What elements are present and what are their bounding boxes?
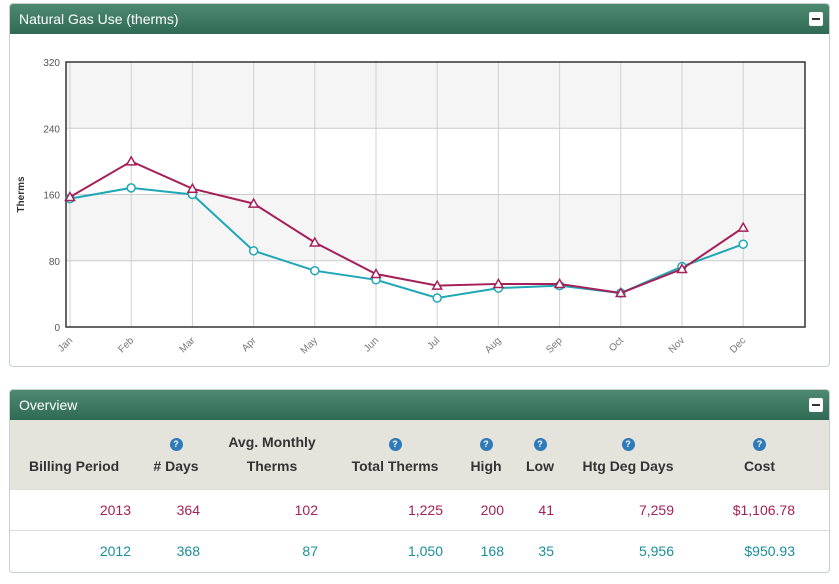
cell-avg: 102	[294, 501, 318, 518]
x-tick-label: Apr	[240, 335, 259, 354]
header-cost: ? Cost	[743, 438, 776, 475]
x-tick-label: Nov	[667, 335, 687, 355]
days-help-icon[interactable]: ?	[169, 438, 183, 452]
overview-header-row: Billing Period ? # Days Avg. Monthly The…	[10, 420, 829, 489]
header-htg-deg-days: ? Htg Deg Days	[582, 438, 674, 475]
x-tick-label: Jan	[56, 335, 75, 354]
data-point-2013	[615, 287, 627, 298]
header-high: ? High	[470, 438, 502, 475]
x-tick-label: Mar	[178, 335, 198, 355]
data-point-2013	[125, 155, 137, 166]
header-billing-period: Billing Period	[29, 457, 120, 474]
cell-period: 2012	[99, 542, 131, 559]
gas-use-line-chart: 0 80 160 240 320 Jan Feb Mar Apr May Jun Jul Aug Sep O…	[16, 58, 806, 356]
x-tick-label: Jul	[425, 335, 442, 352]
data-point-2013	[370, 267, 382, 279]
chart-panel-title: Natural Gas Use (therms)	[19, 11, 179, 27]
cell-days: 364	[176, 501, 200, 518]
x-tick-label: Aug	[483, 335, 503, 355]
cell-cost: $1,106.78	[732, 501, 795, 518]
data-point-2013	[737, 221, 749, 232]
y-tick-label: 0	[54, 323, 60, 334]
plot-band	[66, 128, 805, 195]
data-point-2012	[310, 265, 320, 276]
cell-total: 1,050	[407, 542, 443, 559]
plot-band	[66, 194, 805, 261]
header-avg-monthly-therms: Avg. Monthly Therms	[228, 434, 316, 475]
cell-days: 368	[176, 542, 200, 559]
x-tick-label: Dec	[728, 335, 748, 355]
data-point-2013	[186, 182, 199, 193]
overview-panel: Overview Billing Period ? # Days Avg. Mo…	[9, 389, 830, 573]
x-tick-label: Sep	[544, 335, 565, 356]
data-point-2013	[492, 277, 505, 289]
cell-hdd: 7,259	[638, 501, 674, 518]
data-point-2012	[738, 239, 748, 249]
cell-avg: 87	[302, 542, 318, 559]
data-point-2012	[432, 293, 442, 303]
data-point-2013	[431, 279, 443, 290]
natural-gas-chart-panel: Natural Gas Use (therms) 0 80 160 240 320 Jan…	[9, 3, 830, 367]
plot-band	[66, 62, 805, 129]
data-point-2013	[64, 190, 76, 202]
header-days: ? # Days	[153, 438, 199, 475]
cell-high: 168	[480, 542, 504, 559]
data-point-2013	[553, 277, 566, 289]
series-line-2013	[69, 160, 744, 295]
cell-low: 41	[538, 501, 554, 518]
data-point-2012	[126, 183, 136, 193]
high-help-icon[interactable]: ?	[479, 438, 493, 452]
header-low: ? Low	[526, 438, 554, 475]
cell-low: 35	[538, 542, 554, 559]
data-point-2013	[676, 263, 688, 274]
total-therms-help-icon[interactable]: ?	[388, 438, 402, 452]
table-row: 2013 364 102 1,225 200 41 7,259 $1,106.7…	[10, 489, 829, 530]
plot-border	[65, 61, 806, 328]
header-total-therms: ? Total Therms	[351, 438, 439, 475]
collapse-overview-button[interactable]	[809, 398, 823, 412]
x-tick-label: Oct	[607, 335, 626, 354]
chart-panel-header: Natural Gas Use (therms)	[10, 4, 829, 34]
cell-cost: $950.93	[744, 542, 795, 559]
htg-deg-days-help-icon[interactable]: ?	[621, 438, 635, 452]
y-tick-label: 320	[43, 58, 60, 69]
y-axis-label: Therms	[16, 176, 27, 213]
overview-panel-header: Overview	[10, 390, 829, 420]
cell-hdd: 5,956	[638, 542, 674, 559]
y-tick-label: 240	[43, 124, 60, 135]
x-tick-label: May	[299, 335, 320, 356]
data-point-2013	[247, 197, 260, 208]
collapse-chart-button[interactable]	[809, 12, 823, 26]
overview-table: Billing Period ? # Days Avg. Monthly The…	[10, 420, 829, 571]
cell-high: 200	[480, 501, 504, 518]
overview-panel-title: Overview	[19, 397, 78, 413]
cost-help-icon[interactable]: ?	[753, 438, 766, 452]
x-tick-label: Jun	[362, 335, 381, 354]
cell-total: 1,225	[407, 501, 443, 518]
data-point-2012	[248, 246, 259, 256]
data-point-2013	[309, 236, 321, 247]
table-row: 2012 368 87 1,050 168 35 5,956 $950.93	[10, 530, 829, 571]
cell-period: 2013	[99, 501, 131, 518]
y-tick-label: 160	[43, 191, 60, 202]
low-help-icon[interactable]: ?	[533, 438, 547, 452]
y-tick-label: 80	[49, 257, 61, 268]
x-tick-label: Feb	[116, 335, 136, 355]
